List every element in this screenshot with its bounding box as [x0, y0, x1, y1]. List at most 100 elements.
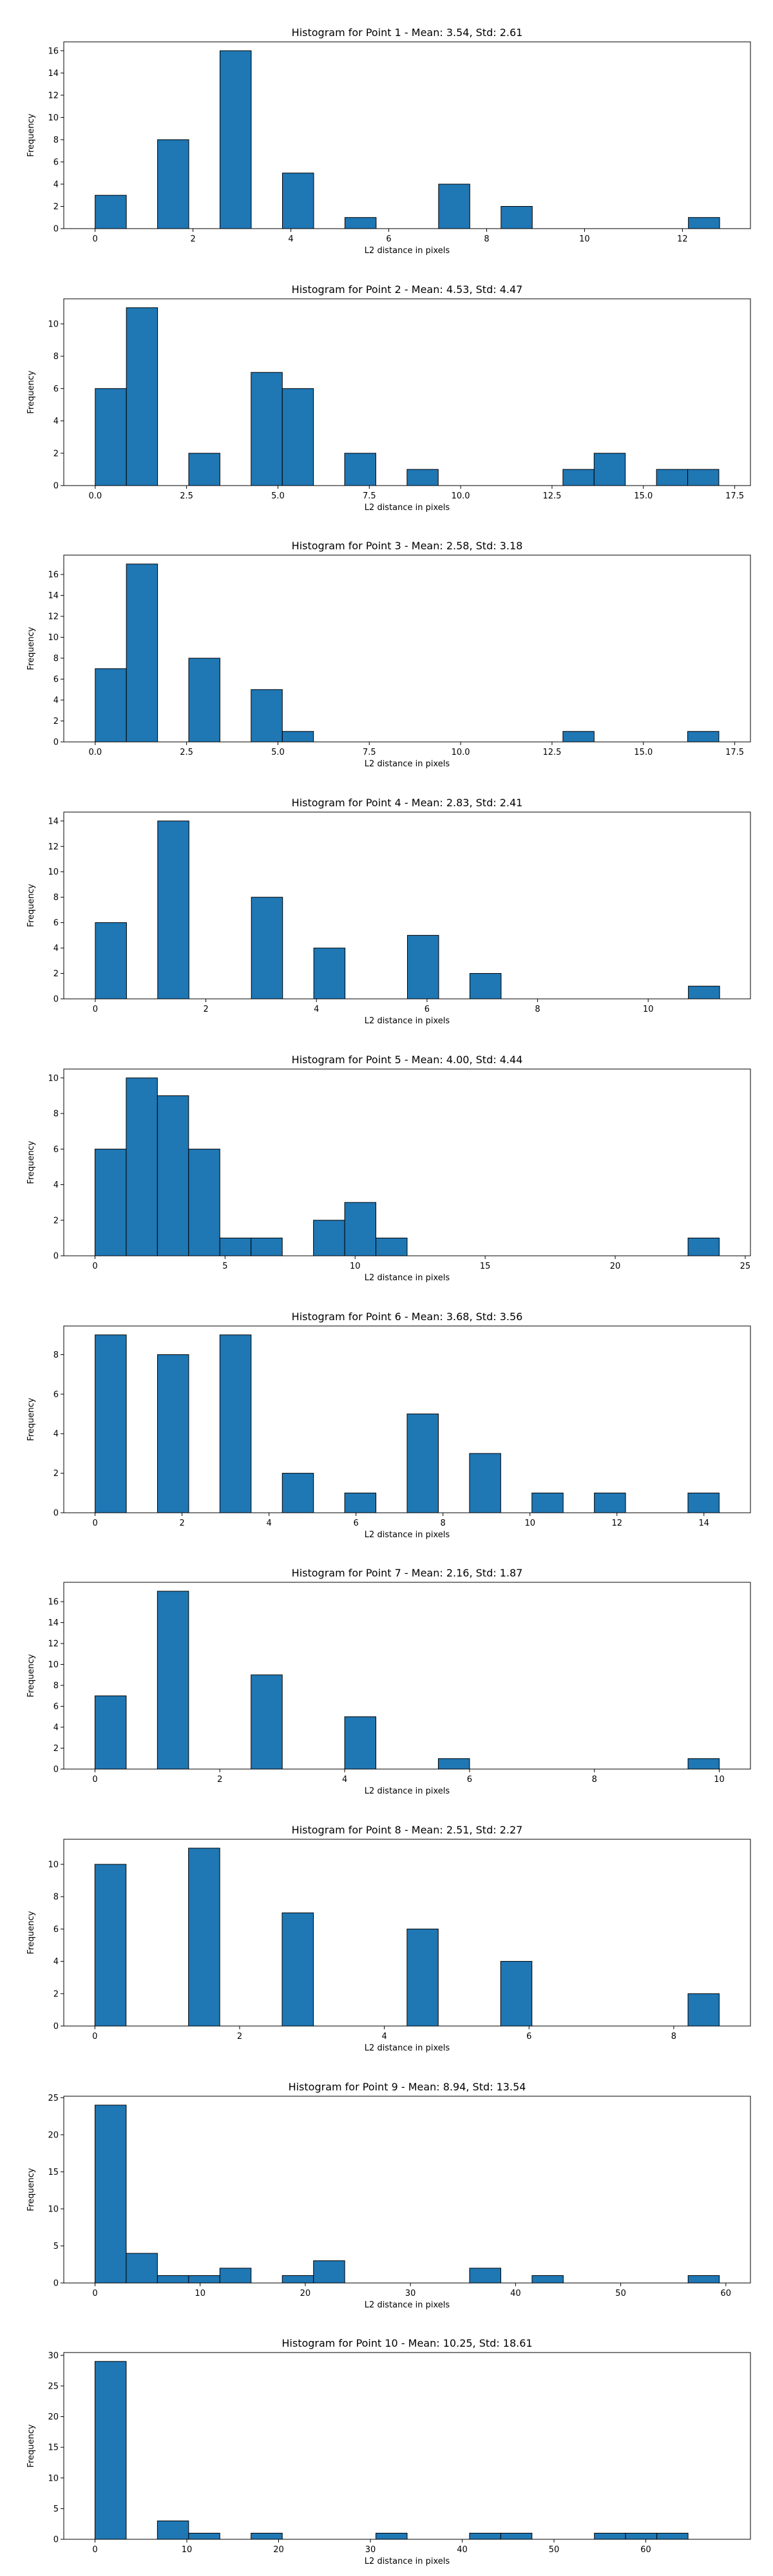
histogram-bar — [251, 689, 283, 743]
x-tick-label: 10 — [524, 1519, 535, 1528]
bars — [94, 2361, 689, 2540]
histogram-bar — [94, 1864, 127, 2027]
histogram-bar — [531, 2275, 564, 2284]
histogram-bar — [95, 668, 127, 743]
histogram-bar — [500, 2532, 533, 2540]
y-tick-label: 6 — [53, 918, 59, 928]
y-tick-label: 0 — [53, 738, 59, 748]
bars — [95, 564, 720, 743]
y-tick-label: 14 — [48, 1618, 59, 1628]
histogram-bar — [438, 184, 470, 229]
bars — [94, 1591, 720, 1770]
x-tick-label: 20 — [610, 1262, 621, 1271]
x-tick-label: 15 — [480, 1262, 491, 1271]
bars — [94, 2105, 720, 2284]
y-axis-label: Frequency — [26, 2424, 36, 2467]
bars — [94, 1077, 720, 1256]
bars — [95, 820, 720, 999]
histogram-bar — [94, 1148, 127, 1256]
x-tick-label: 2.5 — [180, 748, 193, 757]
x-tick-label: 12 — [611, 1519, 622, 1528]
y-tick-label: 0 — [53, 1765, 59, 1775]
y-tick-label: 2 — [53, 1989, 59, 1999]
histogram-bar — [625, 2532, 658, 2540]
x-tick-label: 25 — [740, 1262, 751, 1271]
histogram-bar — [344, 1202, 377, 1256]
x-tick-label: 8 — [441, 1519, 446, 1528]
histogram-bar — [344, 1716, 377, 1770]
histogram-bar — [469, 973, 502, 999]
y-tick-label: 4 — [53, 944, 59, 954]
axes-frame — [63, 2096, 751, 2284]
histogram-bar — [376, 2532, 408, 2540]
y-tick-label: 14 — [48, 69, 59, 79]
histogram-bar — [126, 2253, 158, 2284]
y-tick-label: 12 — [48, 91, 59, 100]
y-tick-label: 5 — [53, 2505, 59, 2514]
y-axis-label: Frequency — [26, 1397, 36, 1441]
x-tick-label: 4 — [267, 1519, 272, 1528]
x-tick-label: 5 — [222, 1262, 227, 1271]
histogram-bar — [344, 1492, 377, 1513]
y-tick-label: 4 — [53, 1180, 59, 1190]
y-tick-label: 12 — [48, 842, 59, 852]
histogram-panel-7: Histogram for Point 7 - Mean: 2.16, Std:… — [26, 1567, 751, 1796]
histogram-bar — [656, 469, 689, 486]
histogram-bar — [376, 1237, 408, 1256]
x-tick-label: 5.0 — [271, 748, 285, 757]
histogram-bar — [157, 139, 189, 229]
histogram-bar — [95, 922, 127, 999]
histogram-bar — [594, 1492, 626, 1513]
y-tick-label: 2 — [53, 1469, 59, 1479]
histogram-bar — [251, 372, 283, 486]
x-tick-label: 17.5 — [725, 491, 744, 501]
x-tick-label: 8 — [592, 1775, 597, 1785]
axes-frame — [63, 1068, 751, 1256]
x-tick-label: 4 — [381, 2032, 386, 2041]
y-tick-label: 10 — [48, 1074, 59, 1083]
y-tick-label: 2 — [53, 1216, 59, 1226]
x-axis-label: L2 distance in pixels — [365, 1530, 450, 1540]
x-tick-label: 6 — [386, 234, 391, 244]
histogram-bar — [344, 217, 377, 229]
histogram-bar — [501, 205, 533, 229]
histogram-bar — [687, 1758, 720, 1770]
histogram-bar — [406, 1928, 439, 2027]
x-tick-label: 0.0 — [88, 748, 102, 757]
x-tick-label: 10.0 — [452, 748, 470, 757]
y-tick-label: 8 — [53, 1893, 59, 1902]
x-tick-label: 4 — [314, 1005, 319, 1014]
histogram-panel-3: Histogram for Point 3 - Mean: 2.58, Std:… — [26, 540, 751, 769]
histogram-bar — [469, 1453, 501, 1513]
chart-title: Histogram for Point 8 - Mean: 2.51, Std:… — [292, 1824, 523, 1836]
histogram-bar — [469, 2268, 501, 2284]
x-tick-label: 2 — [179, 1519, 184, 1528]
y-tick-label: 12 — [48, 1640, 59, 1649]
x-tick-label: 8 — [671, 2032, 676, 2041]
histogram-bar — [251, 1674, 283, 1770]
y-tick-label: 12 — [48, 612, 59, 622]
y-tick-label: 0 — [53, 1509, 59, 1519]
histogram-bar — [251, 1237, 283, 1256]
y-tick-label: 15 — [48, 2168, 59, 2177]
histogram-bar — [188, 658, 220, 743]
histogram-panel-6: Histogram for Point 6 - Mean: 3.68, Std:… — [26, 1311, 751, 1540]
y-tick-label: 4 — [53, 696, 59, 706]
histogram-bar — [313, 947, 346, 999]
histogram-panel-2: Histogram for Point 2 - Mean: 4.53, Std:… — [26, 283, 751, 513]
y-tick-label: 4 — [53, 180, 59, 189]
y-tick-label: 4 — [53, 1430, 59, 1439]
y-tick-label: 30 — [48, 2351, 59, 2361]
y-tick-label: 14 — [48, 591, 59, 601]
histogram-bar — [282, 731, 314, 743]
x-tick-label: 6 — [354, 1519, 359, 1528]
histogram-bar — [188, 2532, 220, 2540]
histogram-bar — [687, 1993, 720, 2027]
histogram-panel-9: Histogram for Point 9 - Mean: 8.94, Std:… — [26, 2081, 751, 2310]
histogram-bar — [188, 1848, 220, 2027]
y-tick-label: 20 — [48, 2412, 59, 2422]
histogram-bar — [406, 1414, 439, 1513]
histogram-bar — [188, 453, 220, 486]
x-tick-label: 0.0 — [88, 491, 102, 501]
histogram-bar — [687, 1237, 720, 1256]
